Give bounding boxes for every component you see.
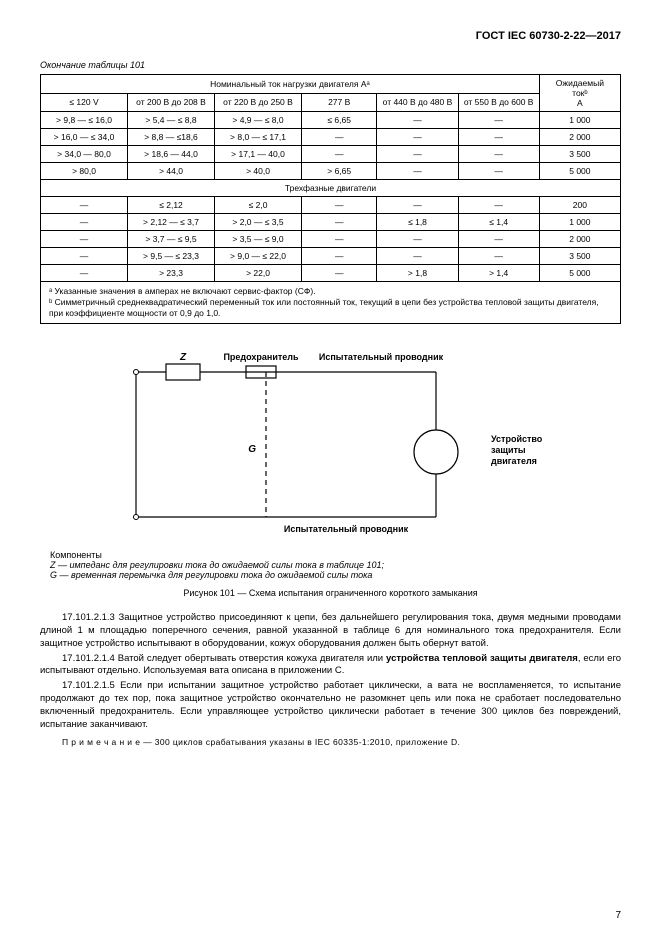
table-row: > 16,0 — ≤ 34,0> 8,8 — ≤18,6> 8,0 — ≤ 17…	[41, 129, 621, 146]
table-row: —> 23,3> 22,0—> 1,8> 1,45 000	[41, 265, 621, 282]
table-row: > 34,0 — 80,0> 18,6 — 44,0> 17,1 — 40,0—…	[41, 146, 621, 163]
table-row: > 9,8 — ≤ 16,0> 5,4 — ≤ 8,8> 4,9 — ≤ 8,0…	[41, 112, 621, 129]
table-col-headers: ≤ 120 V от 200 В до 208 В от 220 В до 25…	[41, 93, 621, 112]
svg-text:Испытательный проводник: Испытательный проводник	[318, 352, 443, 362]
svg-text:двигателя: двигателя	[491, 456, 537, 466]
table-row: —> 2,12 — ≤ 3,7> 2,0 — ≤ 3,5—≤ 1,8≤ 1,41…	[41, 214, 621, 231]
svg-text:Предохранитель: Предохранитель	[223, 352, 299, 362]
table-101: Номинальный ток нагрузки двигателя Аᵃ Ож…	[40, 74, 621, 282]
para-17-101-2-1-5: 17.101.2.1.5 Если при испытании защитное…	[40, 680, 621, 731]
figure-components-title: Компоненты	[50, 550, 611, 560]
svg-text:Z: Z	[178, 352, 186, 363]
figure-component-g: G — временная перемычка для регулировки …	[50, 570, 372, 580]
table-row: > 80,0> 44,0> 40,0> 6,65——5 000	[41, 163, 621, 180]
para-17-101-2-1-3: 17.101.2.1.3 Защитное устройство присоед…	[40, 612, 621, 650]
page-number: 7	[615, 910, 621, 921]
table-group-header: Номинальный ток нагрузки двигателя Аᵃ	[41, 75, 540, 94]
table-caption: Окончание таблицы 101	[40, 60, 621, 70]
doc-standard-header: ГОСТ IEC 60730-2-22—2017	[40, 30, 621, 42]
table-expected-header: Ожидаемый токᵇ А	[539, 75, 620, 112]
svg-text:Испытательный проводник: Испытательный проводник	[283, 524, 408, 534]
figure-101: Z Предохранитель Испытательный проводник…	[40, 342, 621, 598]
svg-text:защиты: защиты	[491, 445, 526, 455]
body-text: 17.101.2.1.3 Защитное устройство присоед…	[40, 612, 621, 749]
table-row: —> 9,5 — ≤ 23,3> 9,0 — ≤ 22,0———3 500	[41, 248, 621, 265]
table-row: —> 3,7 — ≤ 9,5> 3,5 — ≤ 9,0———2 000	[41, 231, 621, 248]
note-line: П р и м е ч а н и е — 300 циклов срабаты…	[40, 737, 621, 748]
table-footnotes: ᵃ Указанные значения в амперах не включа…	[40, 282, 621, 324]
figure-title: Рисунок 101 — Схема испытания ограниченн…	[40, 588, 621, 598]
svg-text:G: G	[248, 444, 256, 455]
para-17-101-2-1-4: 17.101.2.1.4 Ватой следует обертывать от…	[40, 653, 621, 679]
table-row: —≤ 2,12≤ 2,0———200	[41, 197, 621, 214]
table-mid-header: Трехфазные двигатели	[41, 180, 621, 197]
figure-component-z: Z — импеданс для регулировки тока до ожи…	[50, 560, 384, 570]
svg-text:Устройство: Устройство	[491, 434, 543, 444]
